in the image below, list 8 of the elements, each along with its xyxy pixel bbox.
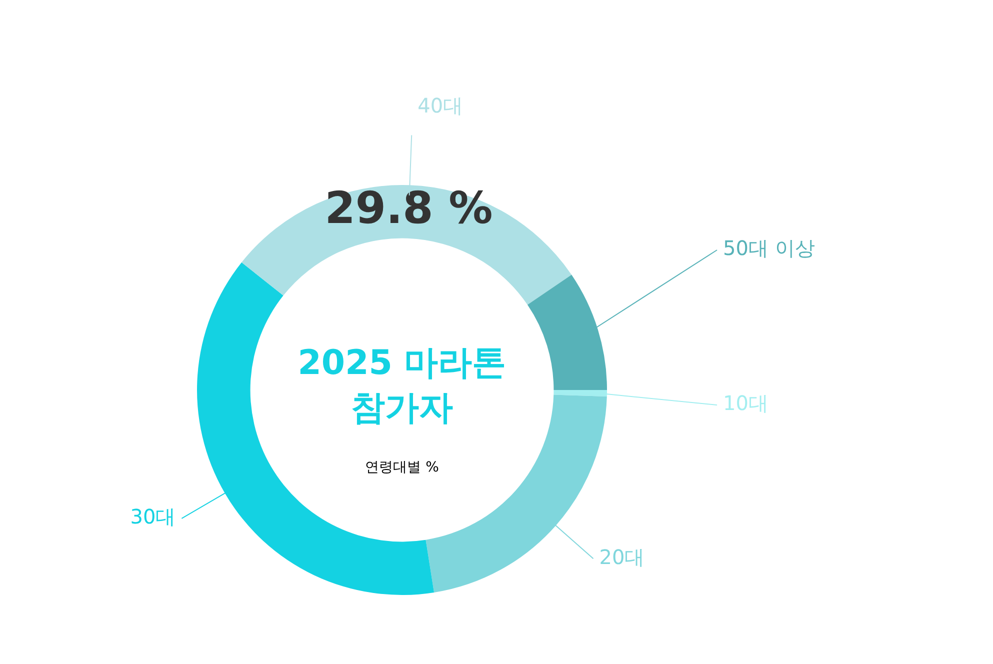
text: 2025 마라톤 참가자 bbox=[298, 342, 506, 428]
slice-label: 10대 bbox=[723, 391, 768, 416]
slice-label: 30대 bbox=[130, 504, 176, 529]
data-label: 29.8 % bbox=[324, 183, 493, 234]
slice-label: 20대 bbox=[599, 544, 645, 569]
slice-label: 40대 bbox=[418, 93, 464, 118]
text: 연령대별 % bbox=[365, 460, 439, 476]
slice-label: 50대 이상 bbox=[723, 236, 815, 260]
